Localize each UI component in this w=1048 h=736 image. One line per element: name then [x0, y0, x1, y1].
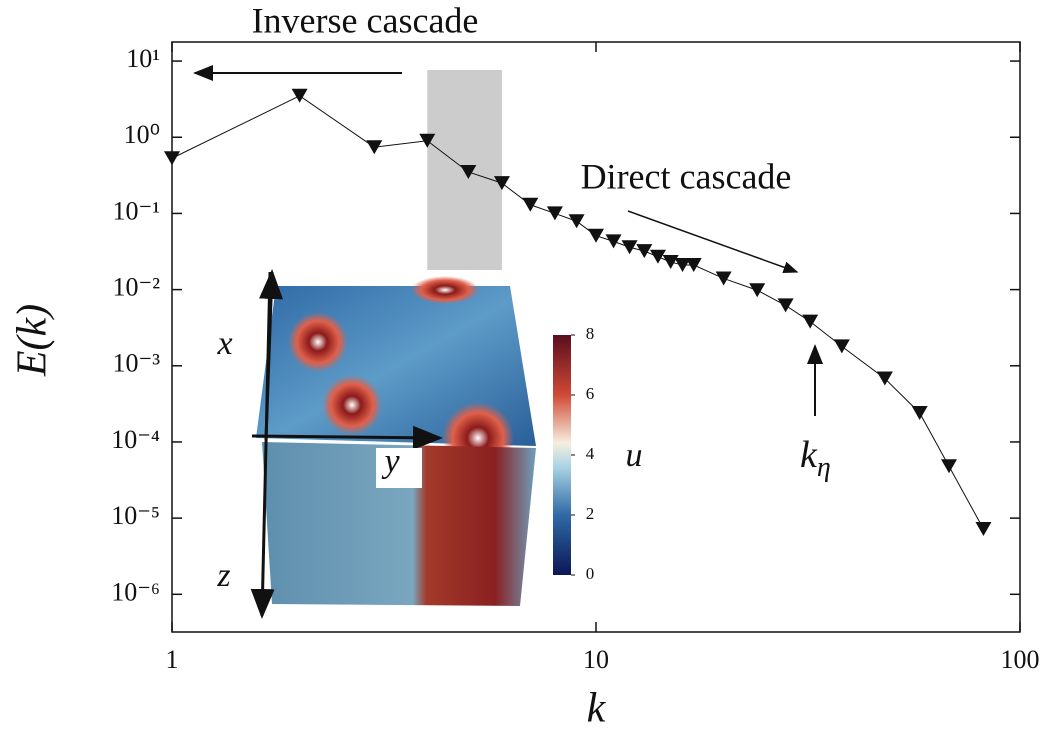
marker — [876, 371, 893, 386]
annotation-subscript: η — [817, 452, 831, 483]
colorbar-tick-label: 6 — [586, 384, 595, 403]
colorbar — [553, 335, 571, 575]
marker — [621, 240, 638, 255]
marker — [588, 228, 604, 243]
inset-axis-label: y — [381, 443, 400, 480]
y-tick-label: 10⁰ — [124, 120, 160, 149]
annotation: Inverse cascade — [252, 0, 479, 40]
marker — [911, 405, 928, 420]
y-tick-label: 10⁻⁵ — [111, 501, 160, 530]
y-tick-label: 10⁻¹ — [112, 196, 160, 225]
vortex — [322, 375, 382, 435]
marker — [546, 206, 563, 221]
marker — [685, 258, 702, 273]
marker — [460, 164, 477, 179]
x-tick-label: 1 — [166, 645, 179, 674]
vortex — [288, 312, 348, 372]
inset-axis-label: z — [216, 557, 230, 594]
marker — [662, 255, 679, 270]
marker — [493, 176, 510, 191]
annotation: kη — [800, 434, 831, 484]
annotation: Direct cascade — [581, 156, 792, 196]
marker — [522, 197, 539, 212]
axis-arrow — [251, 425, 443, 450]
label-box — [376, 448, 422, 488]
colorbar-tick-label: 8 — [586, 324, 595, 343]
y-axis-label: E(k) — [10, 304, 56, 377]
marker — [605, 234, 622, 249]
marker — [749, 283, 766, 298]
colorbar-label: u — [626, 437, 643, 474]
cube-front-face — [262, 442, 536, 606]
marker — [636, 244, 653, 259]
x-tick-label: 10 — [583, 645, 609, 674]
colorbar-tick-label: 0 — [586, 564, 595, 583]
marker — [164, 151, 180, 166]
x-axis-label: k — [587, 686, 607, 732]
marker — [777, 298, 794, 313]
marker — [568, 214, 585, 229]
arrow — [627, 210, 799, 274]
y-tick-label: 10⁻² — [112, 273, 160, 302]
colorbar-tick-label: 4 — [586, 444, 595, 463]
marker — [715, 271, 732, 286]
axis-arrow — [259, 269, 284, 441]
y-tick-label: 10¹ — [126, 44, 160, 73]
inset-cube: x y z u — [216, 269, 643, 619]
marker — [940, 459, 957, 474]
colorbar-tick-label: 2 — [586, 504, 595, 523]
x-tick-label: 100 — [1001, 645, 1040, 674]
y-tick-label: 10⁻⁴ — [111, 425, 160, 454]
vortex — [411, 276, 479, 304]
y-tick-label: 10⁻³ — [112, 349, 160, 378]
y-tick-label: 10⁻⁶ — [111, 577, 160, 606]
marker — [674, 258, 691, 273]
marker — [366, 140, 383, 155]
marker — [833, 339, 850, 354]
inset-axis-label: x — [216, 325, 232, 362]
marker — [975, 521, 992, 536]
marker — [802, 314, 819, 329]
marker — [291, 88, 308, 103]
marker — [649, 249, 666, 264]
annotation-base: k — [800, 434, 818, 476]
marker — [419, 133, 436, 148]
